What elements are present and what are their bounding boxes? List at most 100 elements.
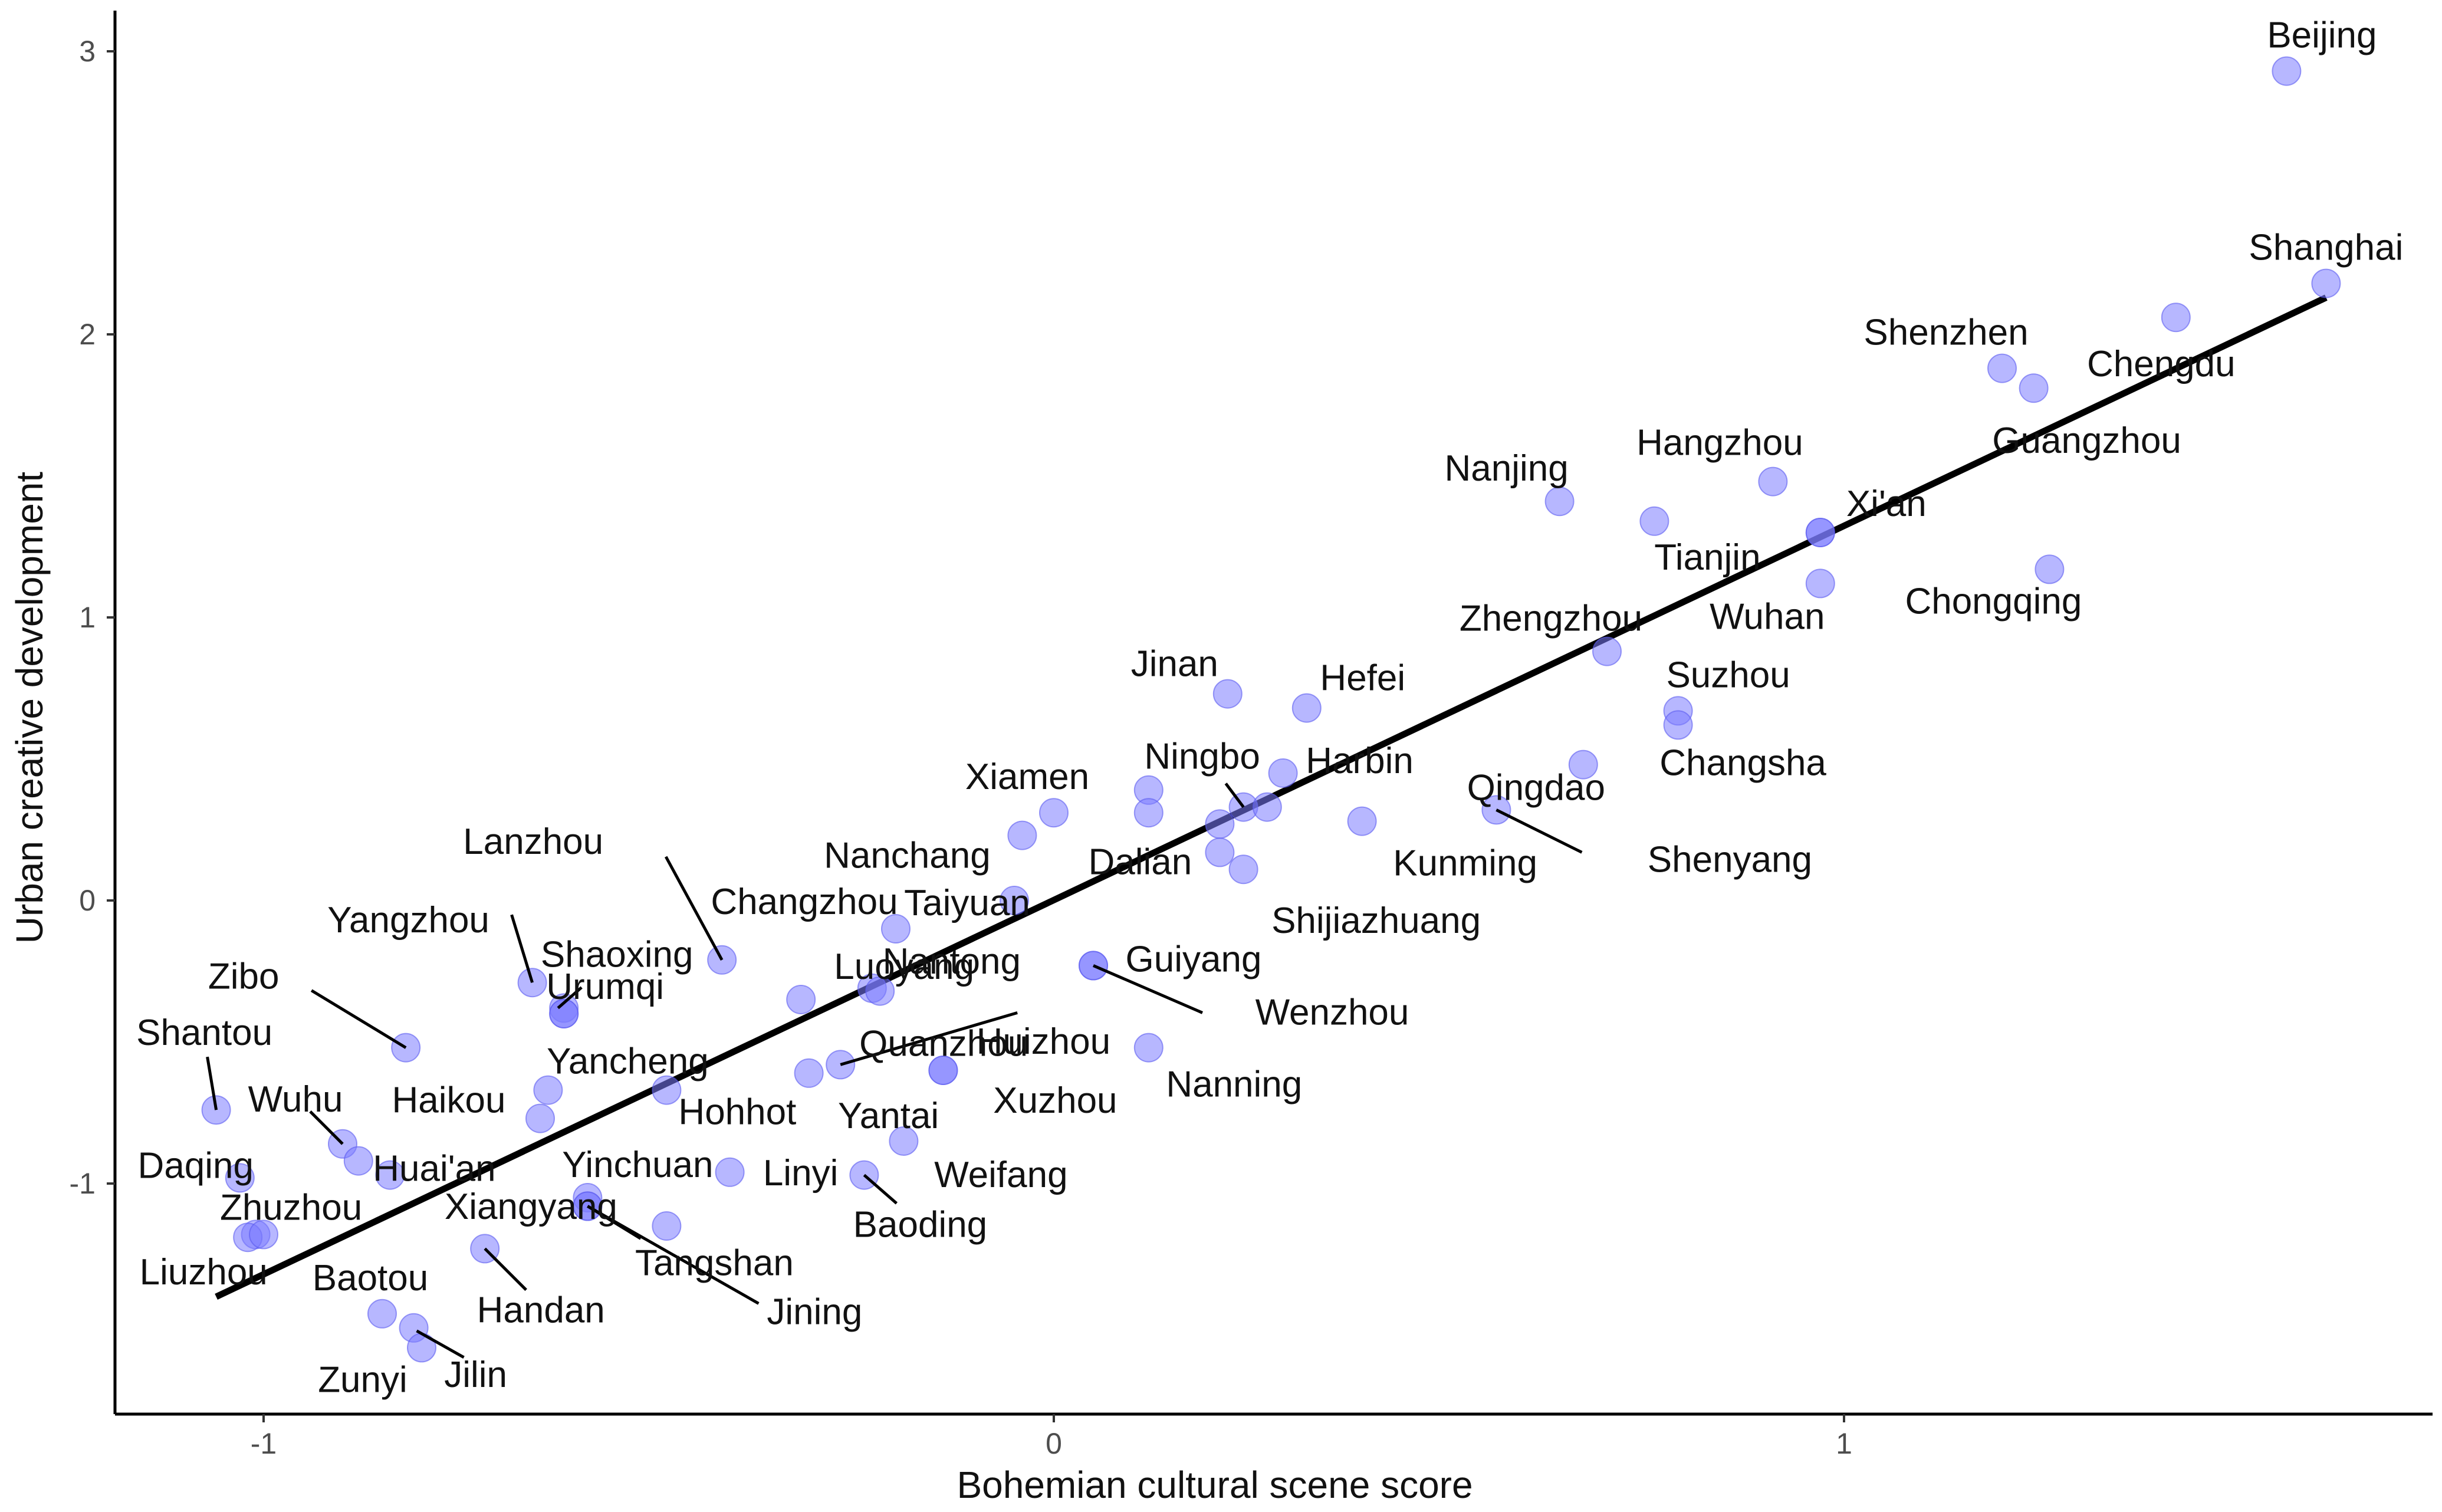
point-label: Qingdao: [1467, 768, 1605, 808]
data-point: [1805, 568, 1835, 599]
data-point: [1268, 758, 1298, 788]
point-label: Suzhou: [1666, 655, 1790, 695]
point-label: Luoyang: [834, 946, 974, 987]
point-label: Changzhou: [711, 882, 898, 922]
data-point: [1758, 466, 1788, 497]
point-label: Jilin: [444, 1355, 507, 1395]
point-label: Nanjing: [1444, 448, 1568, 489]
point-label: Tianjin: [1654, 537, 1760, 578]
point-label: Chongqing: [1905, 581, 2082, 622]
data-point: [652, 1211, 682, 1241]
label-leader-line: [484, 1247, 527, 1291]
point-label: Shenzhen: [1863, 313, 2028, 353]
data-point: [794, 1058, 824, 1088]
point-label: Lanzhou: [463, 821, 603, 862]
label-leader-line: [416, 1329, 465, 1359]
data-point: [1007, 820, 1037, 850]
data-point: [249, 1220, 278, 1250]
point-label: Yancheng: [547, 1041, 709, 1082]
point-label: Taiyuan: [904, 883, 1030, 923]
data-point: [1987, 353, 2017, 383]
point-label: Guiyang: [1126, 939, 1262, 979]
point-label: Shantou: [136, 1013, 272, 1053]
point-label: Dalian: [1089, 842, 1192, 882]
y-tick-label: 0: [79, 884, 96, 917]
point-label: Baotou: [313, 1258, 429, 1299]
data-point: [928, 1056, 958, 1085]
y-axis-title: Urban creative development: [8, 472, 51, 944]
point-label: Jinan: [1131, 644, 1218, 685]
label-leader-line: [840, 1011, 1018, 1066]
data-point: [375, 1160, 405, 1190]
x-tick-label: 0: [1046, 1427, 1062, 1460]
label-leader-line: [510, 914, 534, 983]
data-point: [1000, 886, 1029, 915]
point-label: Tangshan: [635, 1243, 794, 1283]
point-label: Quanzhou: [859, 1023, 1028, 1064]
data-point: [1252, 792, 1282, 822]
data-point: [549, 999, 579, 1028]
data-point: [2272, 56, 2302, 86]
point-label: Harbin: [1306, 741, 1414, 781]
data-point: [2311, 268, 2341, 298]
point-label: Yangzhou: [327, 900, 489, 941]
point-label: Shanghai: [2249, 228, 2403, 268]
point-label: Zunyi: [318, 1359, 407, 1400]
point-label: Huizhou: [977, 1021, 1110, 1062]
ticks-layer: -1 0 1 -1 0 1 2 3: [70, 35, 1852, 1460]
x-tick-label: 1: [1836, 1427, 1852, 1460]
data-point: [367, 1299, 397, 1329]
data-point: [865, 976, 895, 1006]
point-label: Shaoxing: [541, 934, 694, 975]
data-point: [1133, 1033, 1164, 1063]
point-label: Zhuzhou: [220, 1187, 362, 1228]
label-leader-line: [310, 989, 407, 1049]
y-tick-label: 3: [79, 35, 96, 68]
data-point: [1039, 798, 1069, 828]
point-label: Hefei: [1320, 658, 1405, 699]
point-label: Nanchang: [824, 836, 991, 876]
data-point: [2035, 554, 2065, 584]
data-point: [1133, 798, 1164, 828]
data-point: [2161, 303, 2191, 333]
y-tick-label: -1: [70, 1167, 96, 1200]
point-label: Xiangyang: [445, 1186, 617, 1227]
x-tick-label: -1: [251, 1427, 277, 1460]
data-point: [1592, 636, 1622, 666]
point-label: Ningbo: [1144, 737, 1260, 777]
label-leader-line: [1224, 783, 1245, 808]
data-point: [1347, 806, 1377, 836]
point-label: Hangzhou: [1636, 423, 1803, 464]
point-label: Daqing: [138, 1145, 254, 1186]
data-point: [225, 1163, 255, 1193]
point-label: Wuhu: [248, 1079, 343, 1120]
point-label: Nanning: [1166, 1064, 1302, 1105]
point-label: Haikou: [392, 1080, 506, 1121]
data-point: [715, 1157, 745, 1187]
point-label: Linyi: [763, 1153, 839, 1194]
data-point: [533, 1075, 563, 1105]
point-label: Xi'an: [1846, 484, 1927, 524]
label-leader-line: [587, 1205, 760, 1305]
point-label: Xuzhou: [993, 1080, 1117, 1121]
label-leader-line: [665, 856, 724, 961]
data-point: [2019, 373, 2049, 403]
point-label: Chengdu: [2087, 344, 2236, 384]
data-point: [1805, 518, 1835, 547]
point-label: Nantong: [883, 941, 1021, 982]
label-leader-line: [1496, 808, 1583, 854]
data-point: [889, 1126, 919, 1156]
y-tick-label: 1: [79, 601, 96, 634]
point-label: Beijing: [2267, 15, 2377, 56]
data-point: [1291, 693, 1322, 723]
label-leader-line: [863, 1174, 898, 1205]
axes-layer: [113, 11, 2433, 1416]
point-labels-layer: Beijing Shanghai Shenzhen Chengdu Guangzhou H…: [136, 15, 2403, 1401]
point-label: Yantai: [838, 1096, 939, 1136]
data-point: [343, 1146, 373, 1176]
data-point: [1639, 506, 1669, 536]
data-point: [1205, 837, 1235, 867]
data-point: [1663, 710, 1693, 740]
point-label: Zhengzhou: [1460, 599, 1642, 639]
